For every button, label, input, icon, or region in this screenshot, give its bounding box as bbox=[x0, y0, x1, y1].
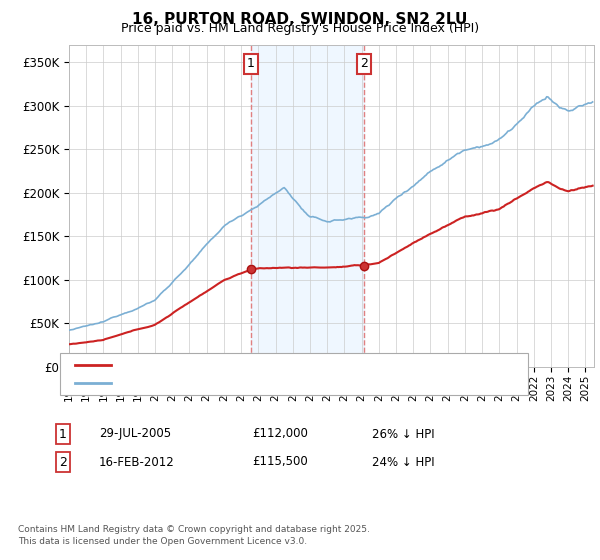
Text: HPI: Average price, semi-detached house, Swindon: HPI: Average price, semi-detached house,… bbox=[117, 378, 383, 388]
Bar bbox=[251, 45, 364, 367]
Text: 16-FEB-2012: 16-FEB-2012 bbox=[99, 455, 175, 469]
Text: 2: 2 bbox=[59, 455, 67, 469]
Text: 2: 2 bbox=[360, 58, 368, 71]
Text: Contains HM Land Registry data © Crown copyright and database right 2025.
This d: Contains HM Land Registry data © Crown c… bbox=[18, 525, 370, 546]
Text: 29-JUL-2005: 29-JUL-2005 bbox=[99, 427, 171, 441]
Text: 16, PURTON ROAD, SWINDON, SN2 2LU (semi-detached house): 16, PURTON ROAD, SWINDON, SN2 2LU (semi-… bbox=[117, 360, 445, 370]
Text: Price paid vs. HM Land Registry's House Price Index (HPI): Price paid vs. HM Land Registry's House … bbox=[121, 22, 479, 35]
Text: 16, PURTON ROAD, SWINDON, SN2 2LU: 16, PURTON ROAD, SWINDON, SN2 2LU bbox=[133, 12, 467, 27]
Text: £112,000: £112,000 bbox=[252, 427, 308, 441]
Text: 26% ↓ HPI: 26% ↓ HPI bbox=[372, 427, 434, 441]
Text: 24% ↓ HPI: 24% ↓ HPI bbox=[372, 455, 434, 469]
Text: 1: 1 bbox=[59, 427, 67, 441]
Text: £115,500: £115,500 bbox=[252, 455, 308, 469]
Text: 1: 1 bbox=[247, 58, 255, 71]
